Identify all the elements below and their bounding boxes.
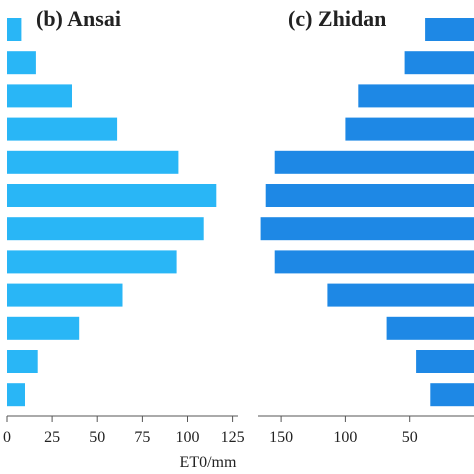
ansai-tick-label: 125 — [221, 429, 245, 446]
ansai-bar-4 — [7, 117, 118, 141]
zhidan-bar-10 — [386, 316, 474, 340]
ansai-bar-10 — [7, 316, 80, 340]
zhidan-bar-2 — [404, 51, 474, 75]
zhidan-bar-12 — [430, 383, 474, 407]
zhidan-bar-3 — [358, 84, 474, 108]
zhidan-bar-4 — [345, 117, 474, 141]
zhidan-bar-7 — [260, 217, 474, 241]
ansai-bar-12 — [7, 383, 25, 407]
ansai-bar-9 — [7, 283, 123, 307]
zhidan-tick-label: 100 — [333, 429, 357, 446]
zhidan-tick-label: 50 — [402, 429, 418, 446]
ansai-bar-5 — [7, 150, 179, 174]
zhidan-bar-5 — [274, 150, 474, 174]
ansai-bar-6 — [7, 184, 217, 207]
zhidan-title: (c) Zhidan — [288, 6, 386, 31]
ansai-tick-label: 100 — [176, 429, 200, 446]
ansai-bar-7 — [7, 217, 204, 241]
ansai-bar-3 — [7, 84, 72, 108]
ansai-tick-label: 50 — [89, 429, 105, 446]
ansai-title: (b) Ansai — [36, 6, 121, 31]
zhidan-bar-6 — [265, 184, 474, 207]
zhidan-bar-9 — [327, 283, 474, 307]
ansai-bar-2 — [7, 51, 36, 75]
zhidan-bar-8 — [274, 250, 474, 274]
ansai-x-axis-label: ET0/mm — [180, 454, 237, 471]
zhidan-bar-1 — [425, 18, 474, 41]
ansai-tick-label: 75 — [134, 429, 150, 446]
ansai-tick-label: 0 — [3, 429, 11, 446]
ansai-bar-11 — [7, 350, 38, 373]
ansai-bar-8 — [7, 250, 177, 274]
ansai-tick-label: 25 — [44, 429, 60, 446]
zhidan-tick-label: 150 — [269, 429, 293, 446]
zhidan-panel: 150 100 50 (c) Zhidan — [258, 6, 474, 446]
zhidan-bar-11 — [416, 350, 474, 373]
ansai-panel: 0 25 50 75 100 125 (b) Ansai ET0/mm — [3, 6, 245, 471]
ansai-bar-1 — [7, 18, 22, 41]
